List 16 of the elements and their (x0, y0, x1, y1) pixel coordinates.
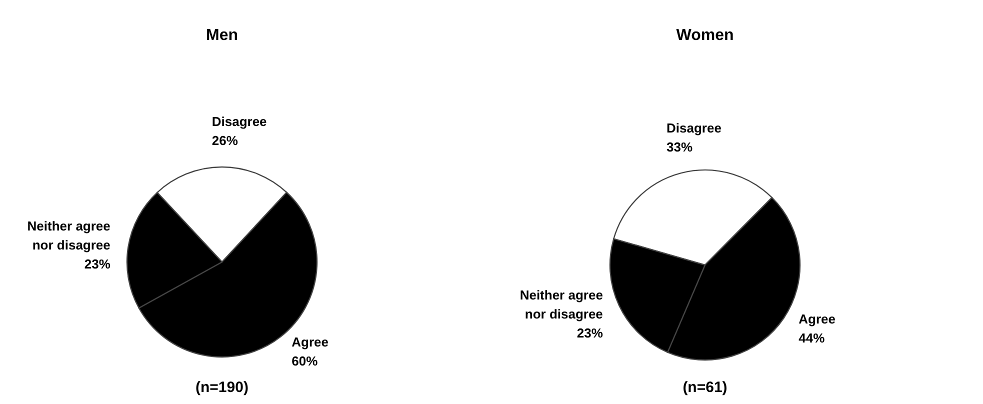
data-label: 33% (666, 140, 693, 155)
data-label: 44% (798, 330, 826, 346)
slice-label: Disagree (212, 114, 267, 129)
slice-label: Agree (798, 312, 836, 327)
slice-label: Neither agree nor disagree (520, 287, 603, 322)
text: (n=61) (682, 379, 728, 396)
slice-label: Neither agree nor disagree (27, 218, 110, 252)
data-label: 60% (292, 353, 318, 368)
chart-title: Men (206, 27, 238, 44)
data-label: 26% (212, 133, 238, 148)
slice-label: Disagree (666, 120, 722, 136)
data-label: 23% (576, 325, 604, 340)
text: (n=190) (196, 379, 248, 396)
data-label: 23% (84, 256, 111, 272)
chart-title: Women (676, 27, 734, 44)
slice-label: Agree (292, 334, 328, 350)
